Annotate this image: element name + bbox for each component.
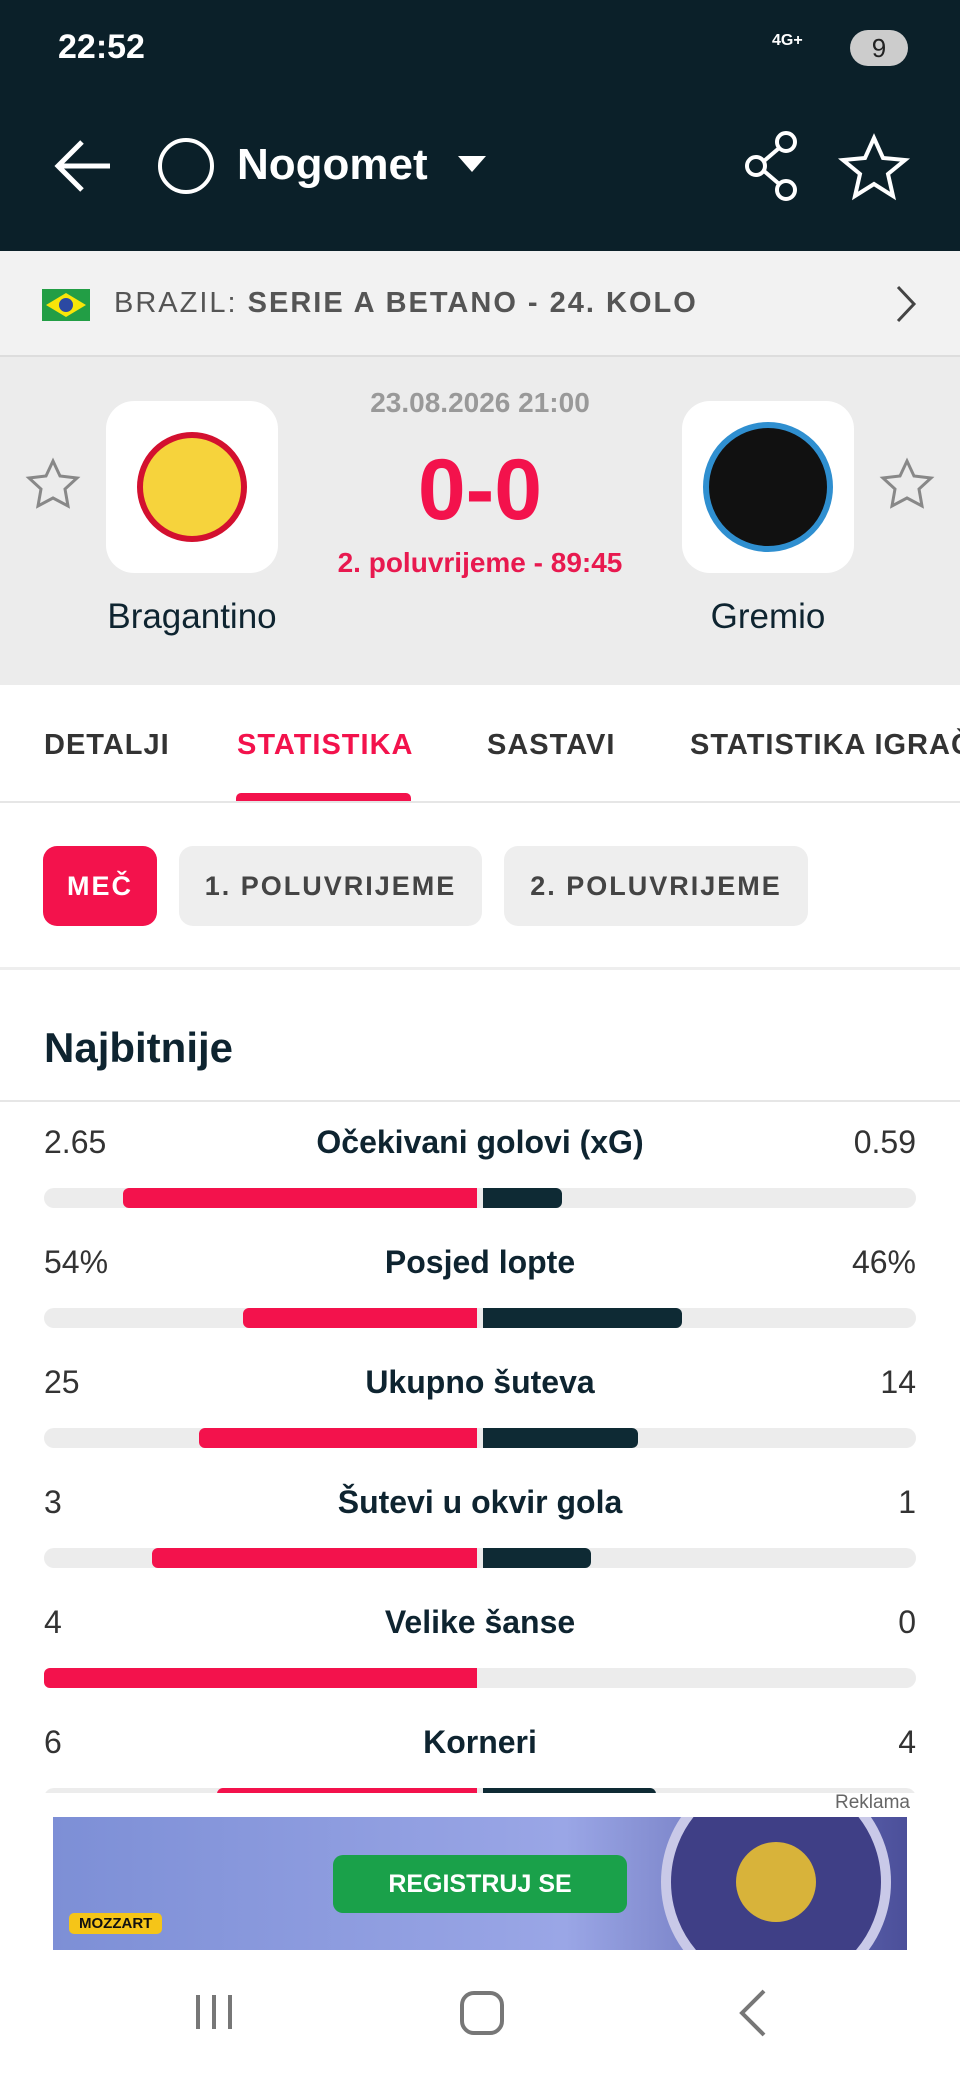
chip[interactable]: 1. POLUVRIJEME bbox=[179, 846, 482, 926]
dropdown[interactable] bbox=[458, 156, 486, 172]
stat-row: 2.65 Očekivani golovi (xG) 0.59 bbox=[0, 1108, 960, 1228]
recents[interactable] bbox=[196, 1995, 232, 2029]
away-bar bbox=[483, 1788, 657, 1793]
chevron bbox=[896, 285, 917, 323]
bar-track bbox=[44, 1428, 916, 1448]
league-row[interactable]: BRAZIL: SERIE A BETANO - 24. KOLO bbox=[0, 251, 960, 357]
home-button[interactable] bbox=[460, 1991, 504, 2035]
bar-track bbox=[44, 1788, 916, 1793]
stat-row: 54% Posjed lopte 46% bbox=[0, 1228, 960, 1348]
match-header: 23.08.2026 21:00 0-0 2. poluvrijeme - 89… bbox=[0, 357, 960, 685]
away-value: 46% bbox=[851, 1244, 916, 1280]
home-bar bbox=[243, 1308, 477, 1328]
away-value: 1 bbox=[898, 1484, 916, 1520]
stat-name: Šutevi u okvir gola bbox=[337, 1484, 623, 1520]
tab-active[interactable]: STATISTIKA bbox=[237, 729, 414, 761]
section-title: Najbitnije bbox=[44, 1024, 234, 1071]
flag bbox=[42, 289, 90, 321]
tab[interactable]: DETALJI bbox=[44, 729, 170, 761]
away-value: 0.59 bbox=[853, 1124, 916, 1160]
stat-name: Velike šanse bbox=[384, 1604, 576, 1640]
system-nav bbox=[196, 1989, 766, 2037]
away-logo bbox=[703, 422, 833, 552]
home-logo bbox=[137, 432, 247, 542]
home-value: 2.65 bbox=[44, 1124, 107, 1160]
system-back[interactable] bbox=[739, 1989, 766, 2037]
bar-track bbox=[44, 1308, 916, 1328]
away-bar bbox=[483, 1308, 683, 1328]
share[interactable] bbox=[745, 131, 797, 201]
stat-row: 3 Šutevi u okvir gola 1 bbox=[0, 1468, 960, 1588]
tab[interactable]: SASTAVI bbox=[487, 729, 616, 761]
home-bar bbox=[44, 1668, 477, 1688]
ball-icon bbox=[158, 138, 214, 194]
ad-banner[interactable]: REGISTRUJ SE MOZZART bbox=[53, 1817, 907, 1950]
away-bar bbox=[483, 1428, 639, 1448]
home-bar bbox=[122, 1188, 477, 1208]
away-favorite[interactable] bbox=[879, 457, 935, 509]
away-value: 4 bbox=[898, 1724, 916, 1760]
stat-name: Korneri bbox=[423, 1724, 537, 1760]
away-value: 0 bbox=[898, 1604, 916, 1640]
ad-label: Reklama bbox=[835, 1792, 910, 1813]
match-date: 23.08.2026 21:00 bbox=[370, 387, 590, 418]
stat-name: Posjed lopte bbox=[384, 1244, 576, 1280]
home-team[interactable]: Bragantino bbox=[107, 597, 277, 636]
match-status: 2. poluvrijeme - 89:45 bbox=[337, 547, 623, 578]
home-value: 6 bbox=[44, 1724, 62, 1760]
home-value: 25 bbox=[44, 1364, 80, 1400]
chip-active[interactable]: MEČ bbox=[43, 846, 157, 926]
away-value: 14 bbox=[880, 1364, 916, 1400]
home-value: 4 bbox=[44, 1604, 62, 1640]
ad-button[interactable]: REGISTRUJ SE bbox=[333, 1855, 627, 1913]
chip[interactable]: 2. POLUVRIJEME bbox=[504, 846, 808, 926]
stat-row: 4 Velike šanse 0 bbox=[0, 1588, 960, 1708]
match-graphics bbox=[25, 401, 935, 573]
stat-name: Ukupno šuteva bbox=[365, 1364, 595, 1400]
clock: 22:52 bbox=[58, 28, 145, 66]
tab-indicator bbox=[236, 793, 411, 801]
home-value: 54% bbox=[44, 1244, 109, 1280]
away-bar bbox=[483, 1548, 592, 1568]
home-bar bbox=[199, 1428, 477, 1448]
home-bar bbox=[217, 1788, 477, 1793]
tabs: DETALJI STATISTIKA SASTAVI STATISTIKA IG… bbox=[0, 685, 960, 803]
network: 4G+ bbox=[772, 32, 803, 49]
score: 0-0 bbox=[417, 442, 543, 538]
stat-row: 25 Ukupno šuteva 14 bbox=[0, 1348, 960, 1468]
league-country: BRAZIL: bbox=[114, 287, 238, 319]
period-filter: MEČ 1. POLUVRIJEME 2. POLUVRIJEME bbox=[0, 803, 960, 970]
ad-wheel bbox=[661, 1817, 891, 1950]
stat-name: Očekivani golovi (xG) bbox=[316, 1124, 644, 1160]
favorite[interactable] bbox=[837, 133, 911, 201]
away-bar bbox=[483, 1188, 562, 1208]
header: 22:52 4G+ 9 Nogomet bbox=[0, 0, 960, 251]
stat-row: 6 Korneri 4 bbox=[0, 1708, 960, 1793]
stats-list: 2.65 Očekivani golovi (xG) 0.59 54% Posjed l… bbox=[0, 1100, 960, 1793]
nav-title[interactable]: Nogomet bbox=[237, 140, 428, 189]
home-favorite[interactable] bbox=[25, 457, 81, 509]
ad-brand: MOZZART bbox=[69, 1913, 163, 1934]
tab[interactable]: STATISTIKA IGRAČA bbox=[690, 729, 960, 761]
home-value: 3 bbox=[44, 1484, 62, 1520]
battery: 9 bbox=[850, 30, 908, 66]
league-name: SERIE A BETANO - 24. KOLO bbox=[247, 287, 698, 319]
back[interactable] bbox=[54, 140, 110, 192]
nav-icons bbox=[54, 131, 911, 201]
home-bar bbox=[152, 1548, 477, 1568]
away-team[interactable]: Gremio bbox=[710, 597, 826, 636]
